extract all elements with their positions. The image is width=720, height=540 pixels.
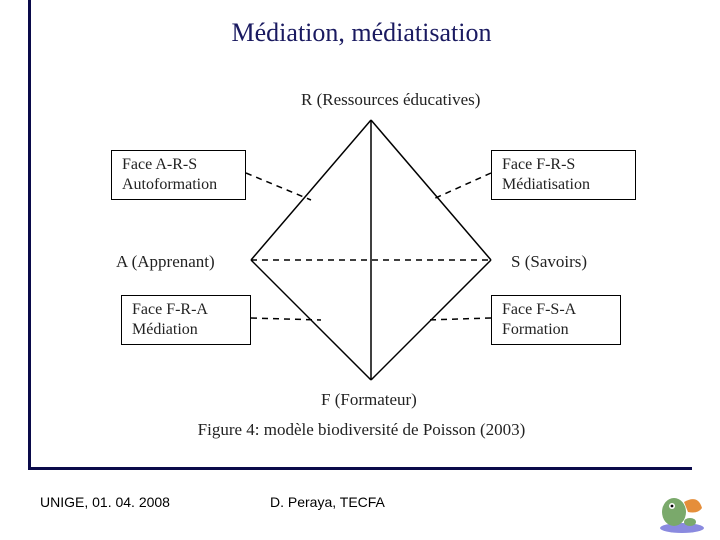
node-label-a: A (Apprenant) <box>116 252 215 272</box>
face-subtitle: Médiation <box>132 320 240 340</box>
face-title: Face F-S-A <box>502 300 610 320</box>
face-box-frs: Face F-R-S Médiatisation <box>491 150 636 200</box>
node-label-r: R (Ressources éducatives) <box>301 90 480 110</box>
face-box-fsa: Face F-S-A Formation <box>491 295 621 345</box>
face-box-fra: Face F-R-A Médiation <box>121 295 251 345</box>
diagram-svg <box>71 80 671 410</box>
mascot-icon <box>654 484 710 534</box>
face-box-ars: Face A-R-S Autoformation <box>111 150 246 200</box>
page-title: Médiation, médiatisation <box>31 18 692 48</box>
face-subtitle: Formation <box>502 320 610 340</box>
node-label-f: F (Formateur) <box>321 390 417 410</box>
face-title: Face A-R-S <box>122 155 235 175</box>
footer: UNIGE, 01. 04. 2008 D. Peraya, TECFA <box>40 484 680 524</box>
footer-center: D. Peraya, TECFA <box>270 494 385 510</box>
footer-left: UNIGE, 01. 04. 2008 <box>40 494 170 510</box>
face-title: Face F-R-S <box>502 155 625 175</box>
slide-frame: Médiation, médiatisation R (Ressources é… <box>28 0 692 470</box>
face-title: Face F-R-A <box>132 300 240 320</box>
face-subtitle: Autoformation <box>122 175 235 195</box>
face-subtitle: Médiatisation <box>502 175 625 195</box>
node-label-s: S (Savoirs) <box>511 252 587 272</box>
figure-caption: Figure 4: modèle biodiversité de Poisson… <box>31 420 692 440</box>
tetrahedron-diagram: R (Ressources éducatives) A (Apprenant) … <box>71 80 671 410</box>
